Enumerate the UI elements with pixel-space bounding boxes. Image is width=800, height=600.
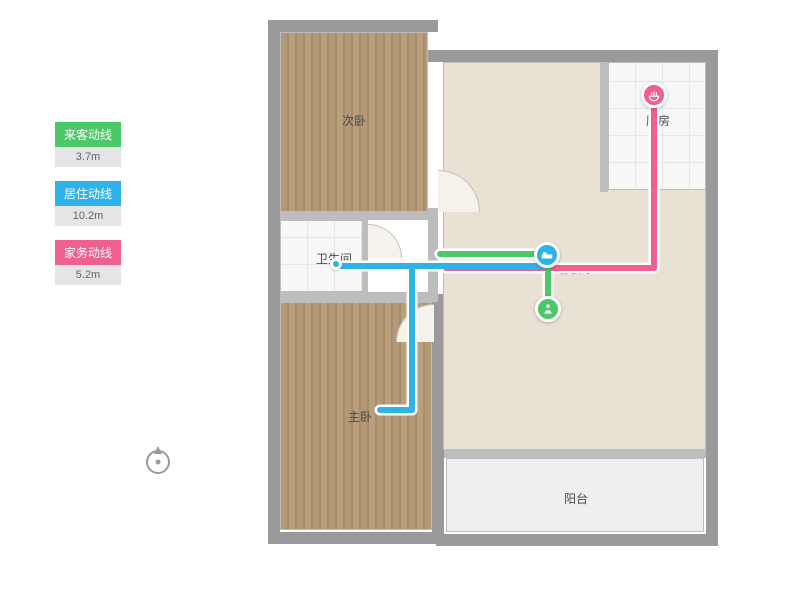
wall bbox=[706, 446, 718, 546]
legend-value: 5.2m bbox=[55, 265, 121, 285]
wall bbox=[706, 50, 718, 458]
wall bbox=[444, 450, 706, 458]
legend-value: 10.2m bbox=[55, 206, 121, 226]
endpoint-living bbox=[330, 258, 342, 270]
wall bbox=[436, 534, 718, 546]
legend-value: 3.7m bbox=[55, 147, 121, 167]
label-kitchen: 厨房 bbox=[646, 112, 670, 129]
legend-item-guest: 来客动线 3.7m bbox=[55, 122, 121, 167]
wall bbox=[596, 50, 718, 62]
wall bbox=[600, 62, 608, 192]
wall bbox=[428, 208, 438, 300]
wall bbox=[268, 20, 438, 32]
marker-kitchen-icon bbox=[641, 82, 667, 108]
marker-bed-icon bbox=[534, 242, 560, 268]
compass-icon bbox=[140, 440, 176, 476]
legend-label: 居住动线 bbox=[55, 181, 121, 206]
door-arc bbox=[368, 224, 402, 258]
wall bbox=[428, 50, 608, 62]
legend-item-living: 居住动线 10.2m bbox=[55, 181, 121, 226]
label-living: 客餐厅 bbox=[558, 260, 594, 277]
label-master-bedroom: 主卧 bbox=[348, 408, 372, 425]
wall bbox=[280, 212, 438, 220]
wall bbox=[280, 292, 438, 302]
floor-plan: 次卧 厨房 卫生间 客餐厅 主卧 阳台 bbox=[268, 20, 718, 576]
legend-label: 来客动线 bbox=[55, 122, 121, 147]
legend-label: 家务动线 bbox=[55, 240, 121, 265]
marker-person-icon bbox=[535, 296, 561, 322]
legend: 来客动线 3.7m 居住动线 10.2m 家务动线 5.2m bbox=[55, 122, 121, 299]
legend-item-chores: 家务动线 5.2m bbox=[55, 240, 121, 285]
wall bbox=[268, 20, 280, 544]
label-balcony: 阳台 bbox=[564, 490, 588, 507]
wall bbox=[268, 532, 444, 544]
label-secondary-bedroom: 次卧 bbox=[342, 112, 366, 129]
